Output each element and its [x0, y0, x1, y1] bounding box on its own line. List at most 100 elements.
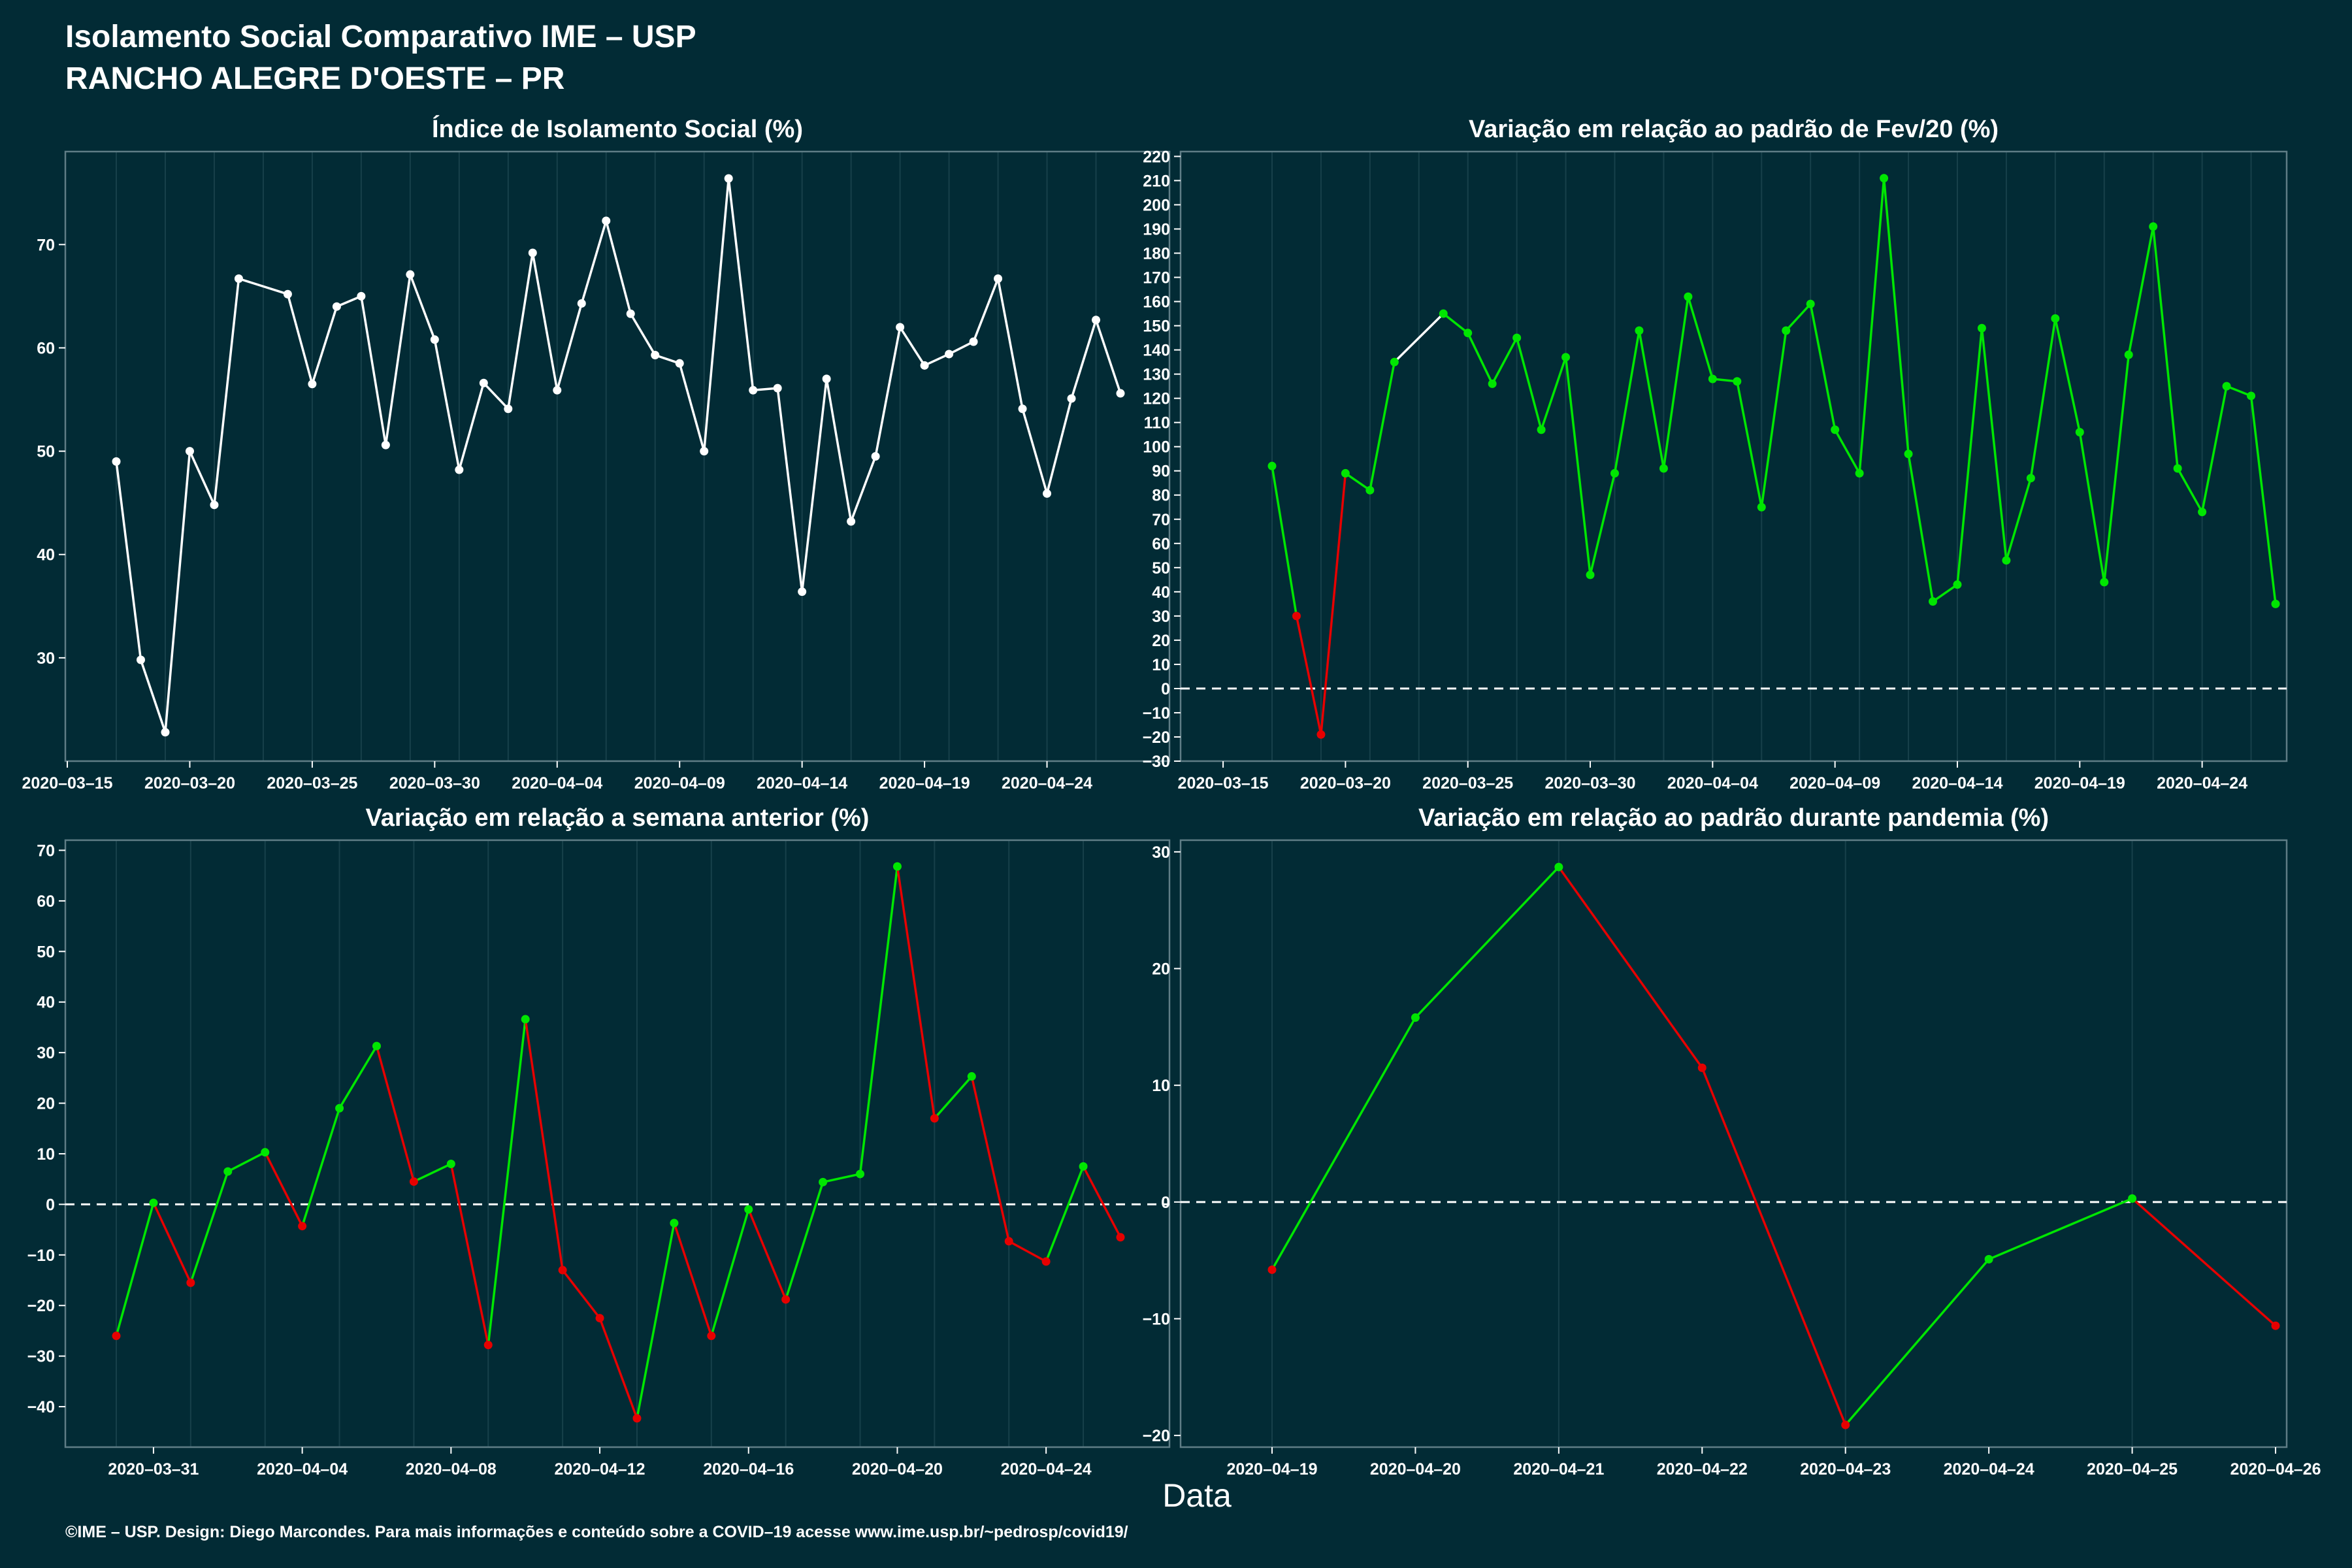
series-segment	[849, 455, 877, 522]
y-tick-label: 140	[1143, 342, 1170, 360]
series-segment	[727, 178, 755, 391]
x-tick-label: 2020–03–20	[144, 774, 235, 792]
data-point	[1977, 323, 1986, 333]
series-segment	[561, 1269, 601, 1319]
data-point	[261, 1148, 270, 1157]
data-point	[651, 351, 660, 360]
y-tick-label: −40	[27, 1398, 55, 1416]
y-tick-label: −10	[27, 1247, 55, 1265]
data-point	[1929, 597, 1938, 606]
panel-variation-feb: Variação em relação ao padrão de Fev/20 …	[1143, 116, 2288, 792]
data-point	[871, 452, 880, 461]
series-segment	[1589, 473, 1616, 576]
data-point	[798, 587, 807, 596]
y-tick-label: −10	[1143, 704, 1170, 723]
y-tick-label: 10	[37, 1145, 55, 1164]
data-point	[185, 447, 194, 456]
y-tick-label: 30	[1152, 843, 1170, 862]
data-point	[945, 350, 954, 359]
data-point	[920, 361, 929, 370]
series-segment	[449, 1164, 489, 1345]
series-segment	[1980, 328, 2008, 561]
series-segment	[2226, 385, 2252, 397]
x-tick-label: 2020–04–04	[257, 1460, 348, 1478]
data-point	[781, 1295, 791, 1304]
data-point	[1841, 1420, 1850, 1429]
series-segment	[874, 327, 902, 457]
series-segment	[409, 274, 436, 340]
data-point	[210, 500, 219, 510]
x-tick-label: 2020–04–09	[634, 774, 725, 792]
x-tick-label: 2020–03–30	[1545, 774, 1636, 792]
data-point	[896, 323, 905, 332]
data-point	[430, 335, 439, 344]
data-point	[1067, 394, 1076, 403]
series-segment	[115, 461, 142, 661]
series-segment	[507, 252, 534, 410]
series-segment	[823, 1173, 860, 1184]
page-subtitle: RANCHO ALEGRE D'OESTE – PR	[65, 61, 564, 96]
series-segment	[336, 295, 362, 308]
series-segment	[1558, 866, 1703, 1069]
data-point	[1659, 464, 1668, 473]
series-segment	[1638, 330, 1665, 469]
data-point	[632, 1414, 642, 1423]
x-tick-label: 2020–04–14	[1912, 774, 2002, 792]
series-segment	[483, 382, 510, 410]
series-segment	[702, 178, 730, 451]
data-point	[2124, 350, 2133, 359]
y-tick-label: 60	[1152, 535, 1170, 553]
y-tick-label: −30	[1143, 753, 1170, 771]
data-point	[2026, 474, 2035, 483]
series-segment	[1662, 296, 1690, 469]
series-segment	[458, 382, 485, 470]
series-segment	[1008, 1240, 1047, 1263]
series-segment	[1295, 615, 1322, 735]
x-tick-label: 2020–04–22	[1657, 1460, 1748, 1478]
data-point	[1537, 425, 1546, 434]
plot-frame	[64, 839, 1171, 1448]
data-point	[967, 1072, 976, 1081]
y-tick-label: 70	[37, 841, 55, 860]
y-tick-label: 100	[1143, 438, 1170, 457]
x-tick-label: 2020–04–24	[1944, 1460, 2034, 1478]
data-point	[994, 274, 1003, 284]
data-point	[1092, 316, 1101, 325]
series-segment	[1515, 337, 1543, 431]
x-tick-label: 2020–03–15	[1178, 774, 1269, 792]
series-segment	[301, 1107, 341, 1227]
series-segment	[1467, 332, 1494, 385]
data-point	[1610, 468, 1619, 478]
data-point	[1116, 1233, 1125, 1242]
data-point	[1635, 326, 1644, 335]
y-tick-label: 40	[37, 546, 55, 564]
x-tick-label: 2020–04–12	[555, 1460, 645, 1478]
x-axis-label: Data	[1162, 1477, 1232, 1514]
series-segment	[1394, 312, 1445, 363]
data-point	[558, 1266, 567, 1275]
y-tick-label: 70	[37, 236, 55, 254]
series-segment	[1785, 303, 1812, 332]
data-point	[1439, 309, 1448, 318]
series-segment	[189, 1171, 229, 1283]
series-segment	[1858, 178, 1886, 474]
series-segment	[1094, 319, 1122, 394]
data-point	[1880, 174, 1889, 183]
series-segment	[1045, 398, 1073, 494]
series-segment	[264, 1151, 304, 1227]
y-tick-label: 210	[1143, 172, 1170, 190]
data-point	[2075, 427, 2084, 436]
series-segment	[338, 1045, 378, 1109]
plot-frame	[1179, 839, 2288, 1448]
data-point	[528, 248, 537, 257]
data-point	[1316, 730, 1326, 739]
x-tick-label: 2020–04–20	[852, 1460, 943, 1478]
data-point	[1365, 485, 1375, 495]
data-point	[234, 274, 243, 284]
series-segment	[311, 306, 338, 385]
series-segment	[2127, 226, 2155, 355]
y-tick-label: 50	[1152, 559, 1170, 578]
data-point	[675, 359, 684, 368]
series-segment	[1369, 361, 1396, 491]
data-point	[773, 384, 782, 393]
